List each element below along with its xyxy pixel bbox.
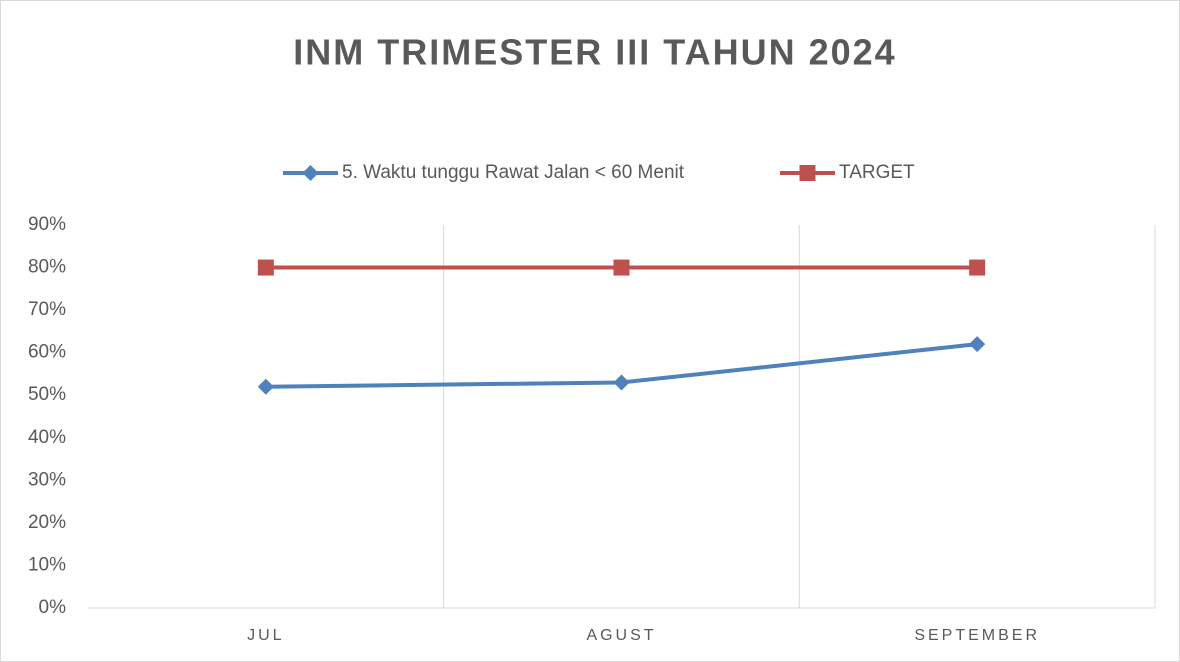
legend-label: TARGET (839, 162, 915, 183)
marker (613, 259, 630, 276)
x-tick-label: SEPTEMBER (914, 627, 1040, 644)
y-tick-label: 80% (28, 257, 66, 278)
x-tick-label: JUL (247, 627, 284, 644)
y-tick-label: 10% (28, 554, 66, 575)
y-tick-label: 0% (39, 597, 67, 618)
marker (969, 336, 986, 353)
chart-title: INM TRIMESTER III TAHUN 2024 (293, 32, 896, 73)
marker (257, 378, 274, 395)
y-tick-label: 70% (28, 299, 66, 320)
marker (257, 259, 274, 276)
legend-label: 5. Waktu tunggu Rawat Jalan < 60 Menit (342, 162, 685, 183)
marker (613, 374, 630, 391)
y-tick-label: 90% (28, 214, 66, 235)
legend-marker (799, 165, 816, 181)
legend-marker (302, 165, 319, 181)
x-tick-label: AGUST (586, 627, 656, 644)
y-tick-label: 60% (28, 342, 66, 363)
y-tick-label: 40% (28, 427, 66, 448)
y-tick-label: 30% (28, 469, 66, 490)
marker (969, 259, 986, 276)
y-tick-label: 50% (28, 384, 66, 405)
y-tick-label: 20% (28, 512, 66, 533)
